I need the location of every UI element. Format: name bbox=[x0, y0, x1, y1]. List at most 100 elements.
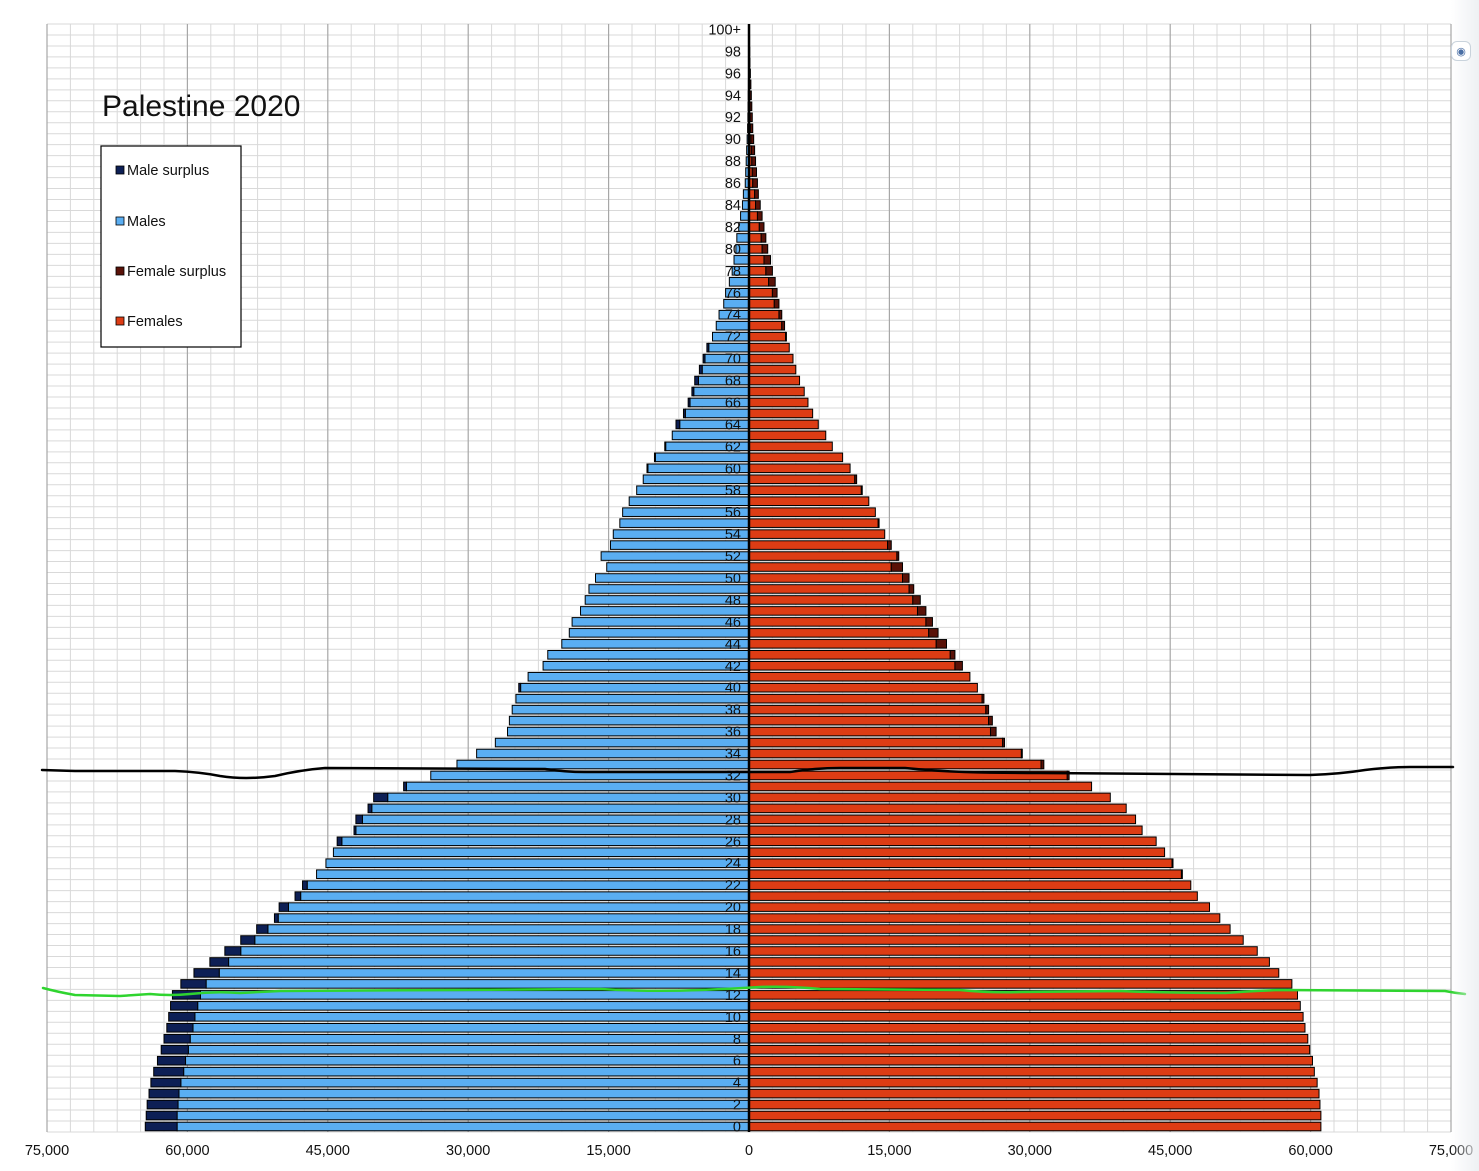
male-bar bbox=[197, 1001, 750, 1011]
age-tick-label: 24 bbox=[725, 856, 741, 872]
female-bar bbox=[748, 1066, 1315, 1077]
female-bar bbox=[748, 463, 851, 474]
female-surplus-bar bbox=[1171, 858, 1174, 869]
male-bar bbox=[580, 606, 750, 616]
male-bar bbox=[183, 1066, 750, 1077]
male-bar bbox=[387, 792, 750, 803]
x-tick-labels-group: 75,000 60,000 45,000 30,000 15,000 0 15,000 30,… bbox=[25, 1143, 1473, 1159]
female-bar bbox=[748, 287, 773, 298]
age-tick-label: 60 bbox=[725, 461, 741, 477]
female-bar bbox=[748, 1055, 1313, 1066]
age-tick-label: 12 bbox=[725, 988, 741, 1004]
x-tick-label: 60,000 bbox=[165, 1143, 209, 1159]
female-bar bbox=[748, 693, 983, 704]
chart-title: Palestine 2020 bbox=[102, 90, 301, 123]
female-surplus-bar bbox=[908, 584, 915, 594]
female-surplus-bar bbox=[887, 540, 892, 550]
age-tick-label: 82 bbox=[725, 220, 741, 236]
age-tick-label: 48 bbox=[725, 593, 741, 609]
male-surplus-bar bbox=[193, 968, 220, 978]
screenshot-button[interactable]: ◉ bbox=[1451, 41, 1471, 61]
age-tick-label: 40 bbox=[725, 681, 741, 697]
female-surplus-bar bbox=[750, 134, 755, 144]
male-surplus-bar bbox=[367, 803, 373, 814]
legend-label-males: Males bbox=[127, 214, 166, 230]
female-bar bbox=[748, 244, 763, 254]
x-tick-label: 0 bbox=[745, 1143, 753, 1159]
male-bar bbox=[287, 902, 750, 912]
male-bar bbox=[176, 1110, 750, 1121]
age-tick-label: 56 bbox=[725, 505, 741, 521]
female-surplus-bar bbox=[763, 255, 772, 265]
female-surplus-bar bbox=[752, 178, 758, 188]
age-tick-label: 68 bbox=[725, 374, 741, 390]
male-bar bbox=[697, 375, 750, 386]
x-tick-label: 45,000 bbox=[1148, 1143, 1192, 1159]
female-surplus-bar bbox=[768, 277, 776, 287]
female-bar bbox=[748, 617, 927, 627]
male-bar bbox=[185, 1055, 750, 1066]
female-surplus-bar bbox=[1040, 759, 1045, 770]
female-bar bbox=[748, 628, 930, 638]
age-tick-label: 58 bbox=[725, 483, 741, 499]
female-bar bbox=[748, 682, 978, 693]
female-bar bbox=[748, 1001, 1301, 1011]
age-tick-label: 72 bbox=[725, 330, 741, 346]
male-bar bbox=[306, 880, 750, 890]
female-bar bbox=[748, 858, 1173, 869]
female-bar bbox=[748, 320, 783, 331]
age-tick-label: 18 bbox=[725, 922, 741, 938]
female-bar bbox=[748, 255, 765, 265]
age-tick-label: 66 bbox=[725, 395, 741, 411]
male-surplus-bar bbox=[256, 924, 269, 934]
male-surplus-bar bbox=[209, 957, 230, 967]
male-surplus-bar bbox=[273, 913, 279, 923]
female-bar bbox=[748, 584, 910, 594]
female-bar bbox=[748, 298, 775, 309]
female-bar bbox=[748, 211, 758, 221]
male-surplus-bar bbox=[163, 1033, 191, 1044]
female-surplus-bar bbox=[755, 200, 761, 210]
female-bar bbox=[748, 277, 770, 287]
legend-label-male-surplus: Male surplus bbox=[127, 163, 209, 179]
female-bar bbox=[748, 1033, 1309, 1044]
female-bar bbox=[748, 507, 876, 517]
male-bar bbox=[254, 935, 750, 945]
female-bar bbox=[748, 551, 898, 561]
male-bar bbox=[176, 1121, 750, 1132]
male-bar bbox=[178, 1088, 750, 1099]
male-surplus-bar bbox=[355, 814, 363, 825]
female-surplus-bar bbox=[954, 660, 963, 671]
female-bar bbox=[748, 408, 814, 419]
age-tick-label: 80 bbox=[725, 242, 741, 258]
male-surplus-bar bbox=[698, 364, 703, 375]
female-bar bbox=[748, 485, 862, 496]
female-surplus-bar bbox=[985, 704, 990, 715]
age-tick-label: 64 bbox=[725, 417, 741, 433]
male-surplus-bar bbox=[518, 682, 522, 693]
female-bar bbox=[748, 573, 904, 583]
female-bar bbox=[748, 397, 809, 408]
female-surplus-bar bbox=[765, 266, 773, 276]
female-bar bbox=[748, 715, 990, 726]
screenshot-icon: ◉ bbox=[1456, 45, 1466, 58]
age-tick-label: 54 bbox=[725, 527, 741, 543]
age-tick-label: 96 bbox=[725, 66, 741, 82]
male-bar bbox=[341, 836, 750, 847]
male-bar bbox=[494, 737, 750, 748]
female-bar bbox=[748, 606, 918, 616]
female-surplus-bar bbox=[925, 617, 933, 627]
male-surplus-bar bbox=[694, 375, 699, 386]
male-surplus-bar bbox=[294, 891, 302, 901]
female-bar bbox=[748, 1044, 1311, 1055]
legend-swatch-female-surplus bbox=[115, 266, 125, 276]
female-bar bbox=[748, 957, 1270, 967]
age-tick-label: 20 bbox=[725, 900, 741, 916]
male-bar bbox=[332, 847, 750, 858]
female-surplus-bar bbox=[916, 606, 927, 616]
female-bar bbox=[748, 639, 937, 649]
male-bar bbox=[456, 759, 750, 770]
age-tick-label: 74 bbox=[725, 308, 741, 324]
